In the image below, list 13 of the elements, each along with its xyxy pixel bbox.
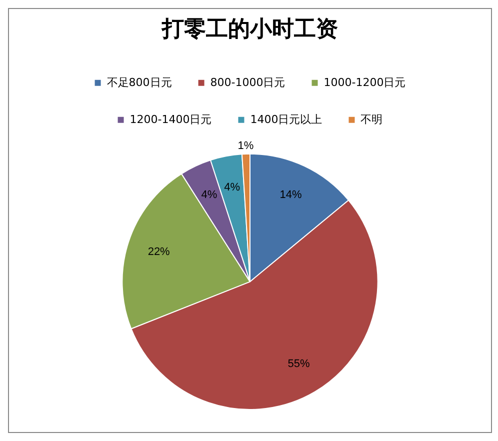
data-label: 14% — [280, 189, 302, 202]
data-label: 22% — [148, 246, 170, 258]
legend-label: 1400日元以上 — [250, 112, 322, 126]
data-label: 1% — [238, 140, 254, 152]
legend-label: 800-1000日元 — [210, 76, 286, 89]
chart-title: 打零工的小时工资 — [161, 16, 338, 42]
legend-label: 1000-1200日元 — [324, 76, 406, 89]
data-label: 55% — [288, 358, 310, 370]
legend-label: 不足800日元 — [106, 76, 172, 89]
data-label: 4% — [224, 182, 240, 194]
legend-label: 不明 — [360, 112, 383, 126]
legend-label: 1200-1400日元 — [130, 112, 212, 126]
data-label: 4% — [201, 189, 218, 202]
